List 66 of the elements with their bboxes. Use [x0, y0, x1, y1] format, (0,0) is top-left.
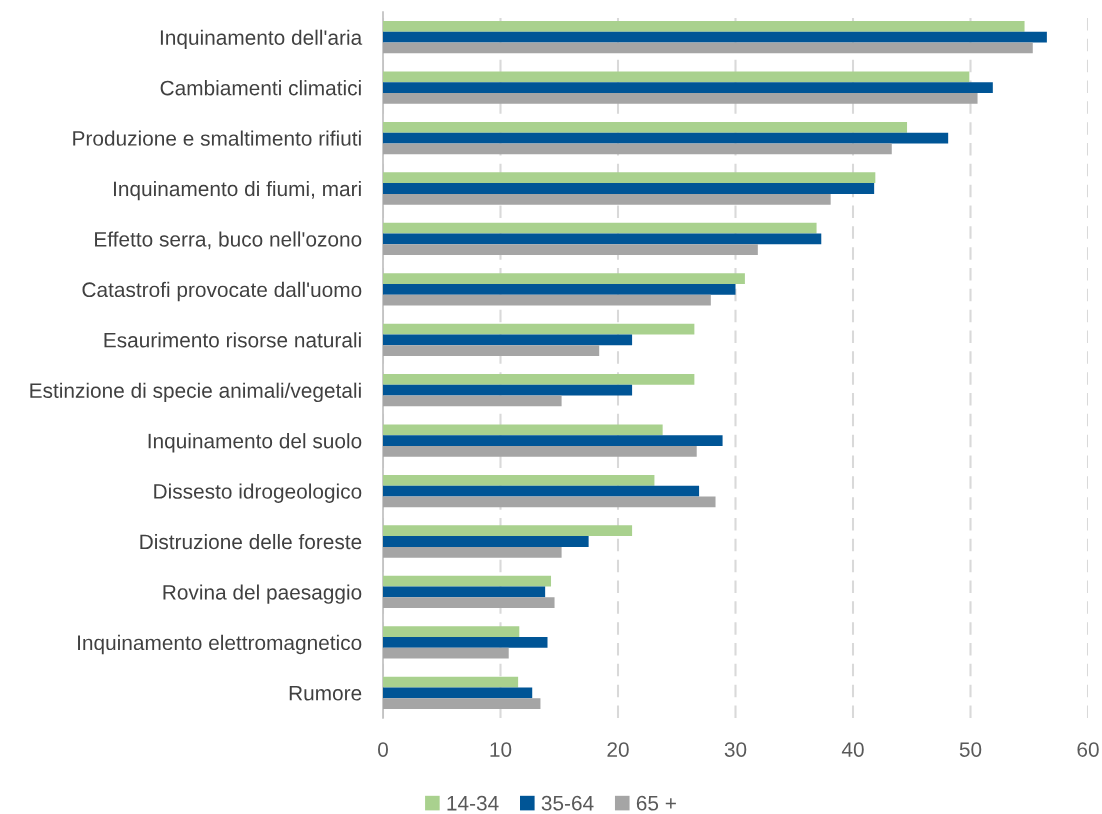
bar — [383, 244, 758, 256]
bar — [383, 334, 633, 346]
bar — [383, 435, 723, 447]
legend-label: 35-64 — [541, 795, 594, 811]
y-tick-label: Cambiamenti climatici — [160, 80, 361, 96]
x-tick-label: 50 — [959, 742, 982, 757]
bar — [383, 474, 655, 486]
bar — [383, 546, 562, 558]
y-tick-label: Inquinamento elettromagnetico — [78, 634, 362, 655]
bar — [383, 485, 700, 497]
bar — [383, 496, 716, 508]
legend-label: 65 + — [636, 795, 676, 811]
bar — [383, 193, 831, 205]
x-tick-label: 40 — [841, 742, 864, 757]
bar — [383, 71, 970, 83]
bar — [383, 687, 533, 699]
bar — [383, 323, 695, 335]
bar — [383, 294, 711, 306]
bar — [383, 132, 949, 144]
bar — [383, 222, 817, 234]
y-tick-label: Esaurimento risorse naturali — [104, 332, 361, 348]
bar — [383, 93, 978, 104]
bar — [383, 626, 520, 637]
bar — [383, 698, 541, 709]
bar — [383, 345, 600, 356]
y-tick-label: Inquinamento di fiumi, mari — [114, 180, 361, 201]
bar — [383, 172, 876, 184]
bar — [383, 143, 892, 155]
y-tick-label: Produzione e smaltimento rifiuti — [73, 130, 361, 146]
y-tick-label: Rovina del paesaggio — [163, 584, 362, 604]
legend-label: 14-34 — [447, 795, 499, 811]
bar — [383, 121, 908, 133]
bar — [383, 525, 633, 537]
bar — [383, 374, 695, 385]
bar — [383, 273, 745, 284]
bar — [383, 395, 562, 407]
x-tick-label: 60 — [1077, 742, 1099, 757]
bar — [383, 82, 993, 94]
y-tick-label: Estinzione di specie animali/vegetali — [30, 382, 361, 403]
x-tick-label: 10 — [490, 742, 512, 757]
y-tick-label: Effetto serra, buco nell'ozono — [95, 231, 362, 250]
bar — [383, 233, 822, 245]
y-tick-label: Dissesto idrogeologico — [154, 483, 362, 503]
bar — [383, 283, 736, 295]
bar — [383, 536, 589, 547]
bar — [383, 586, 546, 598]
y-tick-label: Inquinamento dell'aria — [160, 29, 363, 50]
bar — [383, 575, 552, 587]
bar — [383, 384, 633, 396]
y-tick-label: Distruzione delle foreste — [140, 533, 362, 550]
x-tick-label: 20 — [607, 742, 629, 757]
y-tick-label: Catastrofi provocate dall'uomo — [82, 281, 362, 302]
bar — [383, 424, 663, 436]
bar — [383, 446, 697, 457]
bar — [383, 597, 555, 609]
bar — [383, 31, 1047, 43]
bar — [383, 21, 1025, 32]
x-tick-label: 30 — [724, 742, 747, 757]
x-tick-label: 0 — [378, 742, 388, 757]
bar — [383, 647, 509, 659]
bar — [383, 42, 1033, 54]
bar — [383, 636, 548, 648]
bar — [383, 676, 519, 688]
y-tick-label: Inquinamento del suolo — [148, 433, 362, 453]
y-tick-label: Rumore — [289, 686, 362, 701]
bar — [383, 183, 875, 194]
